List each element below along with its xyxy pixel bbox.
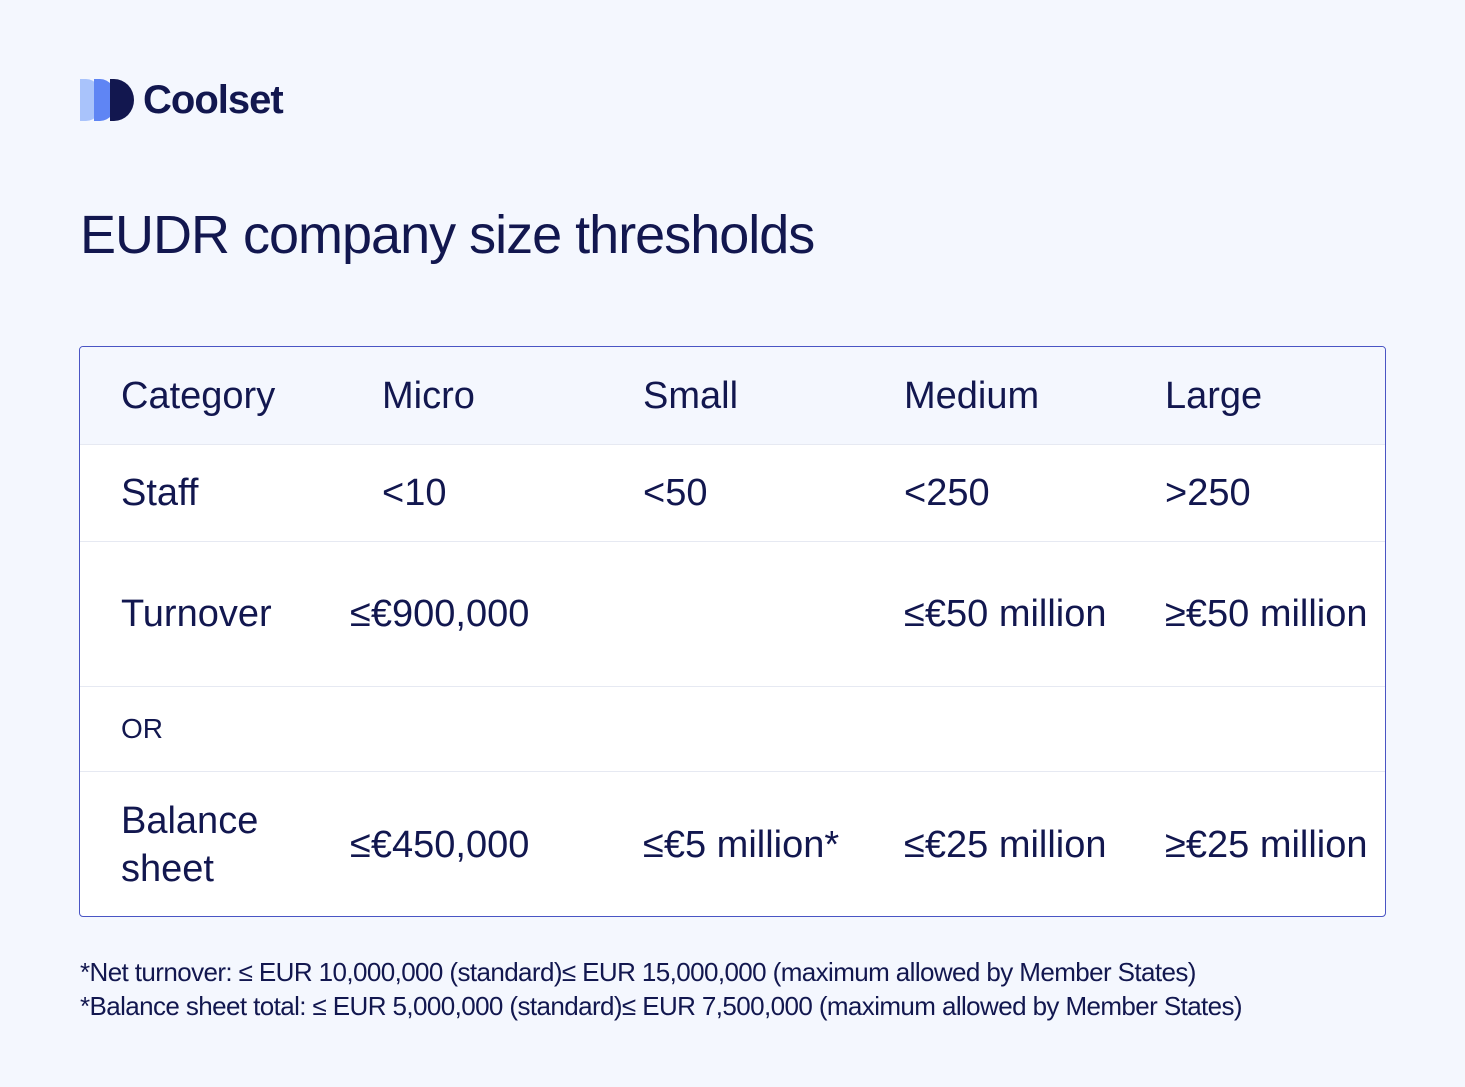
staff-label: Staff <box>121 472 199 514</box>
footnotes: *Net turnover: ≤ EUR 10,000,000 (standar… <box>80 955 1243 1023</box>
brand: Coolset <box>80 78 284 122</box>
balance-sheet-micro: ≤€450,000 <box>350 823 530 866</box>
turnover-medium: ≤€50 million <box>904 593 1107 635</box>
balance-sheet-small: ≤€5 million* <box>643 823 840 866</box>
staff-micro: <10 <box>382 472 447 514</box>
footnote-balance-sheet: *Balance sheet total: ≤ EUR 5,000,000 (s… <box>80 991 1243 1021</box>
table-row-staff: Staff <10 <50 <250 >250 <box>80 445 1385 542</box>
turnover-large: ≥€50 million <box>1165 593 1368 635</box>
header-medium: Medium <box>904 374 1040 417</box>
brand-name: Coolset <box>143 78 284 122</box>
staff-small: <50 <box>643 472 708 514</box>
table-row-or: OR <box>80 687 1385 772</box>
staff-large: >250 <box>1165 472 1251 514</box>
table-header-row: Category Micro Small Medium Large <box>80 347 1385 445</box>
table-row-balance-sheet: Balance sheet ≤€450,000 ≤€5 million* ≤€2… <box>80 772 1385 916</box>
staff-medium: <250 <box>904 472 990 514</box>
table-row-turnover: Turnover ≤€900,000 ≤€50 million ≥€50 mil… <box>80 542 1385 687</box>
balance-sheet-label: Balance sheet <box>121 799 259 890</box>
balance-sheet-medium: ≤€25 million <box>904 823 1107 866</box>
page-title: EUDR company size thresholds <box>80 205 815 265</box>
turnover-micro-small: ≤€900,000 <box>350 593 530 635</box>
coolset-logo-icon <box>80 79 134 121</box>
threshold-table: Category Micro Small Medium Large Staff … <box>79 346 1386 917</box>
balance-sheet-large: ≥€25 million <box>1165 823 1368 866</box>
turnover-label: Turnover <box>121 593 272 635</box>
logo-shape-dark <box>110 79 134 121</box>
footnote-net-turnover: *Net turnover: ≤ EUR 10,000,000 (standar… <box>80 957 1196 987</box>
header-small: Small <box>643 374 739 417</box>
or-label: OR <box>121 713 163 744</box>
header-category: Category <box>121 374 276 417</box>
header-micro: Micro <box>382 374 475 417</box>
header-large: Large <box>1165 374 1263 417</box>
